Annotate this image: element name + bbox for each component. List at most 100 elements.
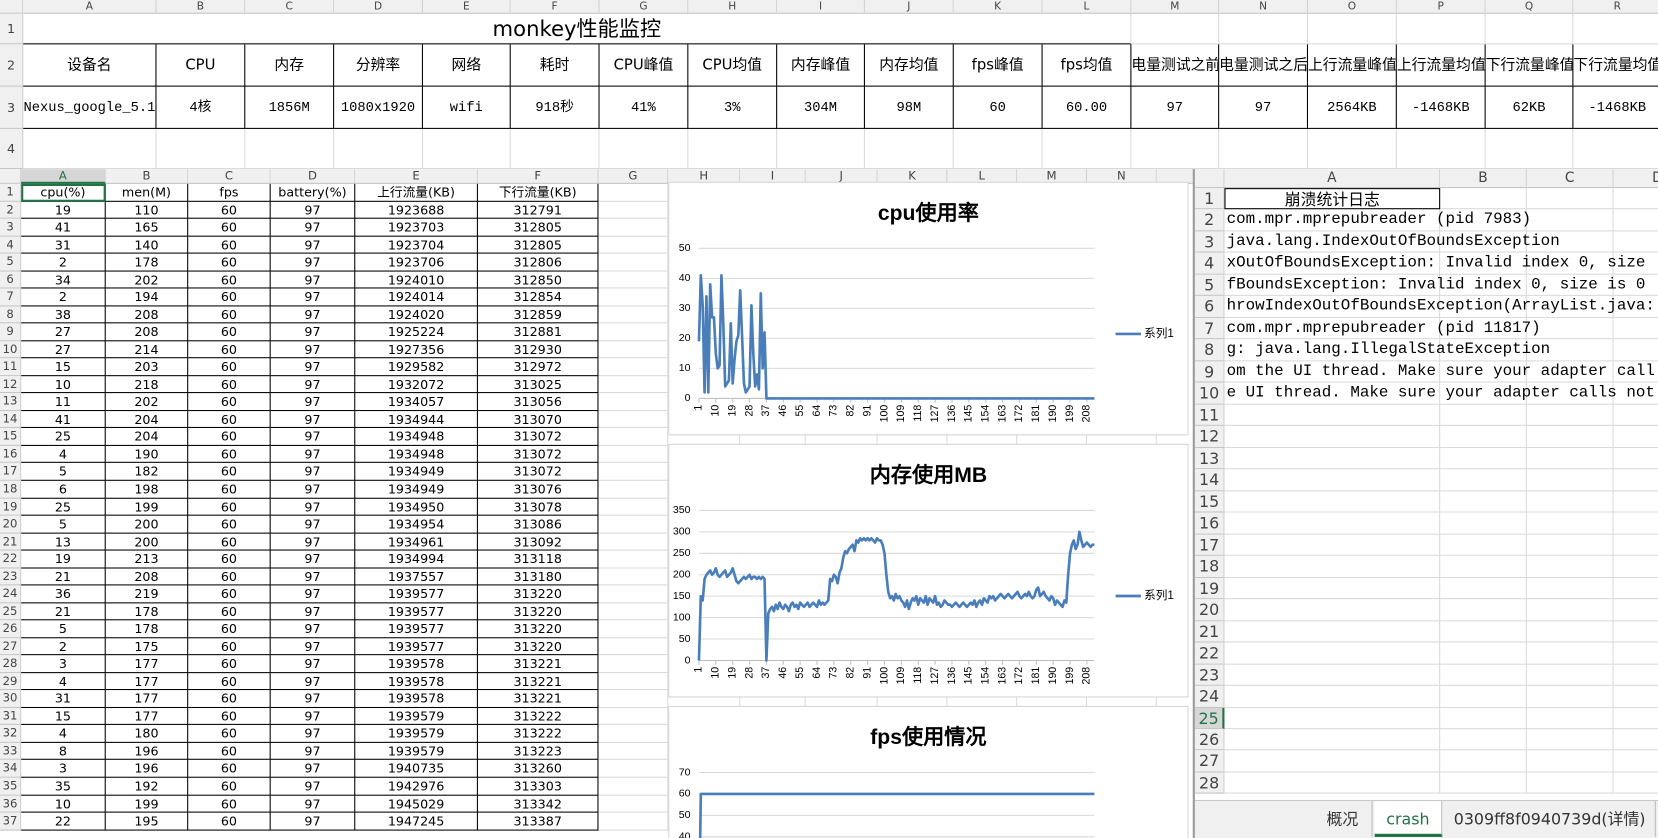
cell: [598, 777, 669, 796]
data-cell: 312850: [477, 271, 599, 289]
y-tick-label: 50: [679, 633, 691, 645]
data-cell: 313118: [477, 550, 599, 569]
y-tick-label: 50: [679, 242, 691, 254]
row-header: 20: [0, 515, 22, 534]
data-cell: 97: [270, 463, 356, 481]
value-cell: 62KB: [1485, 86, 1574, 129]
cell: [1219, 128, 1309, 170]
column-header: L: [1042, 0, 1132, 14]
cell: [1440, 577, 1527, 600]
data-cell: 6: [21, 480, 106, 499]
data-cell: 1934949: [355, 463, 478, 481]
cell: [1526, 750, 1614, 773]
cell: [1440, 620, 1527, 643]
sheet-tab[interactable]: crash: [1374, 801, 1443, 837]
cell: [1131, 13, 1220, 45]
cell: [1613, 751, 1658, 773]
cell: [598, 358, 669, 377]
row-header: 19: [1194, 577, 1225, 600]
cell: [1526, 231, 1614, 254]
row-header: 8: [1194, 339, 1225, 362]
row-header: 35: [0, 777, 22, 796]
x-tick-label: 91: [861, 667, 873, 679]
cell: [1224, 209, 1441, 232]
column-header: G: [599, 0, 689, 14]
data-cell: 4: [21, 725, 106, 743]
row-header: 23: [1194, 664, 1225, 686]
x-tick-label: 154: [979, 405, 991, 423]
data-cell: 4: [21, 445, 106, 464]
row-header: 17: [0, 463, 22, 481]
row-header: 9: [0, 323, 22, 342]
data-cell: 195: [105, 812, 189, 831]
header-cell: fps: [188, 183, 271, 202]
data-cell: 60: [188, 288, 271, 307]
data-cell: 97: [270, 620, 356, 639]
x-tick-label: 73: [828, 667, 840, 679]
cell: [598, 218, 669, 237]
data-cell: 1925224: [355, 323, 478, 342]
data-cell: 2: [21, 253, 106, 272]
cell: [1526, 209, 1614, 232]
x-tick-label: 109: [895, 667, 907, 685]
cell: [1224, 685, 1441, 708]
row-header: 12: [0, 376, 22, 394]
column-header: E: [422, 0, 511, 14]
value-cell: 304M: [777, 86, 865, 129]
header-cell: 内存峰值: [777, 44, 865, 87]
log-line: g: java.lang.IllegalStateException: [1226, 340, 1551, 359]
data-cell: 60: [188, 463, 271, 481]
value-cell: 3%: [688, 86, 778, 129]
y-tick-label: 350: [673, 504, 691, 516]
cell: [1224, 620, 1441, 643]
log-line: e UI thread. Make sure your adapter call…: [1226, 383, 1655, 402]
row-header: 1: [0, 13, 24, 45]
x-tick-label: 172: [1013, 667, 1025, 685]
crash-sheet: ABCD123456789101112131415161718192021222…: [1192, 169, 1658, 838]
column-header: E: [355, 169, 478, 184]
cell: [953, 128, 1043, 170]
x-tick-label: 10: [710, 667, 722, 679]
x-tick-label: 19: [726, 405, 738, 417]
data-cell: 208: [105, 306, 189, 324]
cell: [1613, 361, 1658, 383]
cell: [1224, 447, 1441, 470]
cell: [599, 128, 689, 170]
cell: [598, 253, 669, 272]
sheet-tab-bar: 概况 crash 0309ff8f0940739d(详情): [1194, 799, 1658, 838]
legend-label: 系列1: [1144, 326, 1174, 340]
cell: [1440, 534, 1527, 556]
cell: [156, 128, 246, 170]
cell: [1613, 513, 1658, 535]
cell: [1440, 750, 1527, 773]
sheet-tab[interactable]: 概况: [1313, 801, 1373, 837]
value-cell: 2564KB: [1308, 86, 1397, 129]
x-tick-label: 163: [996, 667, 1008, 685]
row-header: 11: [1194, 404, 1225, 427]
x-tick-label: 181: [1030, 405, 1042, 423]
corner: [0, 0, 24, 14]
value-cell: 4核: [156, 86, 246, 129]
data-cell: 3: [21, 760, 106, 778]
cell: [1526, 296, 1614, 318]
data-cell: 1937557: [355, 568, 478, 586]
value-cell: -1468KB: [1396, 86, 1486, 129]
data-cell: 208: [105, 568, 189, 586]
cell: [1526, 361, 1614, 383]
cell: [1526, 447, 1614, 470]
value-cell: 918秒: [510, 86, 600, 129]
column-header: K: [953, 0, 1043, 14]
sheet-tab[interactable]: 0309ff8f0940739d(详情): [1444, 801, 1656, 837]
header-cell: CPU: [156, 44, 246, 87]
cell: [1613, 643, 1658, 665]
data-cell: 1924010: [355, 271, 478, 289]
data-cell: 313221: [477, 690, 599, 708]
log-header: 崩溃统计日志: [1224, 188, 1441, 210]
cell: [245, 128, 335, 170]
data-cell: 27: [21, 341, 106, 359]
data-cell: 1924020: [355, 306, 478, 324]
data-cell: 1939577: [355, 638, 478, 656]
cell: [1440, 404, 1527, 427]
chart-svg: cpu使用率 0 10 20 30 40 50 1 10 19 28 37 46 55 64 73 82 91 10…: [679, 200, 1174, 423]
data-cell: 21: [21, 568, 106, 586]
